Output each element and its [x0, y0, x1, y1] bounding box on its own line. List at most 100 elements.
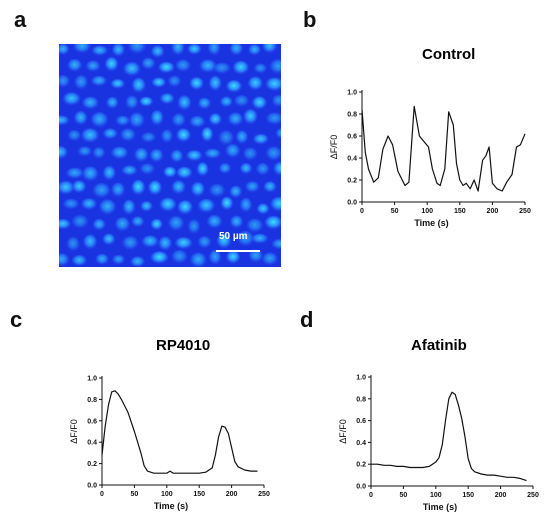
x-tick-label-control: 100: [421, 208, 433, 215]
cell-nucleus: [66, 167, 84, 179]
cell-nucleus: [201, 127, 214, 142]
y-tick-label-control: 0.2: [347, 178, 357, 185]
cell-nucleus: [207, 44, 221, 56]
y-tick-label-rp4010: 1.0: [87, 376, 97, 383]
chart-title-afatinib: Afatinib: [411, 337, 467, 354]
cell-nucleus: [151, 77, 166, 88]
cell-nucleus: [269, 59, 281, 75]
cell-nucleus: [220, 196, 234, 211]
y-tick-label-control: 1.0: [347, 90, 357, 97]
cell-nucleus: [150, 218, 163, 231]
cell-nucleus: [226, 80, 242, 93]
cell-nucleus: [242, 147, 258, 161]
cell-nucleus: [92, 218, 106, 231]
y-tick-label-control: 0.4: [347, 156, 357, 163]
x-tick-label-afatinib: 250: [527, 492, 539, 499]
fluorescence-micrograph: [59, 44, 281, 267]
cell-nucleus: [123, 61, 141, 77]
cell-nucleus: [239, 197, 253, 213]
cell-nucleus: [92, 147, 106, 159]
cell-nucleus: [171, 113, 186, 127]
x-tick-label-rp4010: 50: [131, 491, 139, 498]
cell-nucleus: [167, 75, 182, 88]
cell-nucleus: [265, 77, 281, 92]
cell-nucleus: [150, 251, 169, 264]
cell-nucleus: [106, 96, 119, 109]
cell-nucleus: [252, 96, 267, 110]
cell-nucleus: [91, 45, 108, 56]
cell-nucleus: [189, 77, 204, 91]
x-tick-label-control: 250: [519, 208, 531, 215]
cell-nucleus: [59, 218, 71, 230]
cell-nucleus: [175, 59, 191, 72]
cell-nucleus: [95, 253, 109, 265]
cell-nucleus: [110, 78, 125, 89]
cell-nucleus: [134, 147, 149, 163]
cell-nucleus: [141, 57, 156, 70]
cell-nucleus: [226, 250, 241, 264]
x-tick-label-rp4010: 200: [226, 491, 238, 498]
cell-nucleus: [237, 230, 255, 247]
x-tick-label-control: 50: [391, 208, 399, 215]
cell-nucleus: [264, 215, 281, 230]
cell-nucleus: [129, 112, 145, 129]
cell-nucleus: [159, 93, 175, 105]
series-line-control: [361, 105, 526, 192]
y-tick-label-control: 0.0: [347, 200, 357, 207]
cell-nucleus: [208, 249, 222, 265]
x-axis-title-control: Time (s): [414, 218, 448, 228]
cell-nucleus: [271, 94, 281, 108]
x-tick-label-afatinib: 200: [495, 492, 507, 499]
y-tick-label-rp4010: 0.0: [87, 483, 97, 490]
cell-nucleus: [81, 198, 97, 211]
cell-nucleus: [232, 60, 249, 75]
cell-nucleus: [187, 44, 202, 55]
cell-nucleus: [208, 113, 222, 126]
cell-nucleus: [125, 95, 139, 110]
cell-nucleus: [102, 233, 116, 246]
cell-nucleus: [171, 249, 188, 264]
cell-nucleus: [253, 133, 269, 145]
cell-nucleus: [270, 196, 281, 212]
cell-nucleus: [206, 214, 223, 229]
cell-nucleus: [271, 238, 281, 250]
cell-nucleus: [176, 128, 191, 143]
panel-label-a: a: [14, 7, 27, 32]
cell-nucleus: [59, 180, 75, 195]
cell-nucleus: [139, 96, 154, 107]
cell-nucleus: [121, 165, 138, 176]
y-tick-label-afatinib: 1.0: [356, 375, 366, 382]
y-tick-label-afatinib: 0.6: [356, 418, 366, 425]
cell-nucleus: [83, 234, 98, 250]
chart-title-control: Control: [422, 46, 475, 63]
cell-nucleus: [148, 180, 162, 196]
cell-nucleus: [59, 145, 68, 160]
cell-nucleus: [243, 109, 258, 125]
cell-nucleus: [171, 44, 185, 56]
x-tick-label-control: 0: [360, 208, 364, 215]
cell-nucleus: [71, 214, 89, 229]
cell-nucleus: [191, 182, 205, 197]
cell-nucleus: [246, 218, 264, 233]
cell-nucleus: [151, 45, 165, 58]
cell-nucleus: [177, 200, 193, 215]
cell-nucleus: [262, 44, 277, 54]
cell-nucleus: [158, 236, 172, 251]
y-axis-title-afatinib: ΔF/F0: [338, 419, 348, 444]
cell-nucleus: [197, 235, 212, 249]
cell-nucleus: [102, 128, 118, 140]
cell-nucleus: [62, 198, 80, 210]
cell-nucleus: [82, 96, 99, 110]
cell-nucleus: [247, 76, 263, 91]
cell-nucleus: [158, 61, 175, 74]
cell-nucleus: [248, 249, 264, 263]
x-tick-label-control: 200: [487, 208, 499, 215]
cell-nucleus: [239, 162, 253, 175]
cell-nucleus: [174, 237, 193, 250]
cell-nucleus: [208, 183, 226, 198]
x-tick-label-control: 150: [454, 208, 466, 215]
cell-nucleus: [72, 180, 87, 194]
cell-nucleus: [120, 128, 136, 142]
x-axis-title-rp4010: Time (s): [154, 501, 188, 511]
